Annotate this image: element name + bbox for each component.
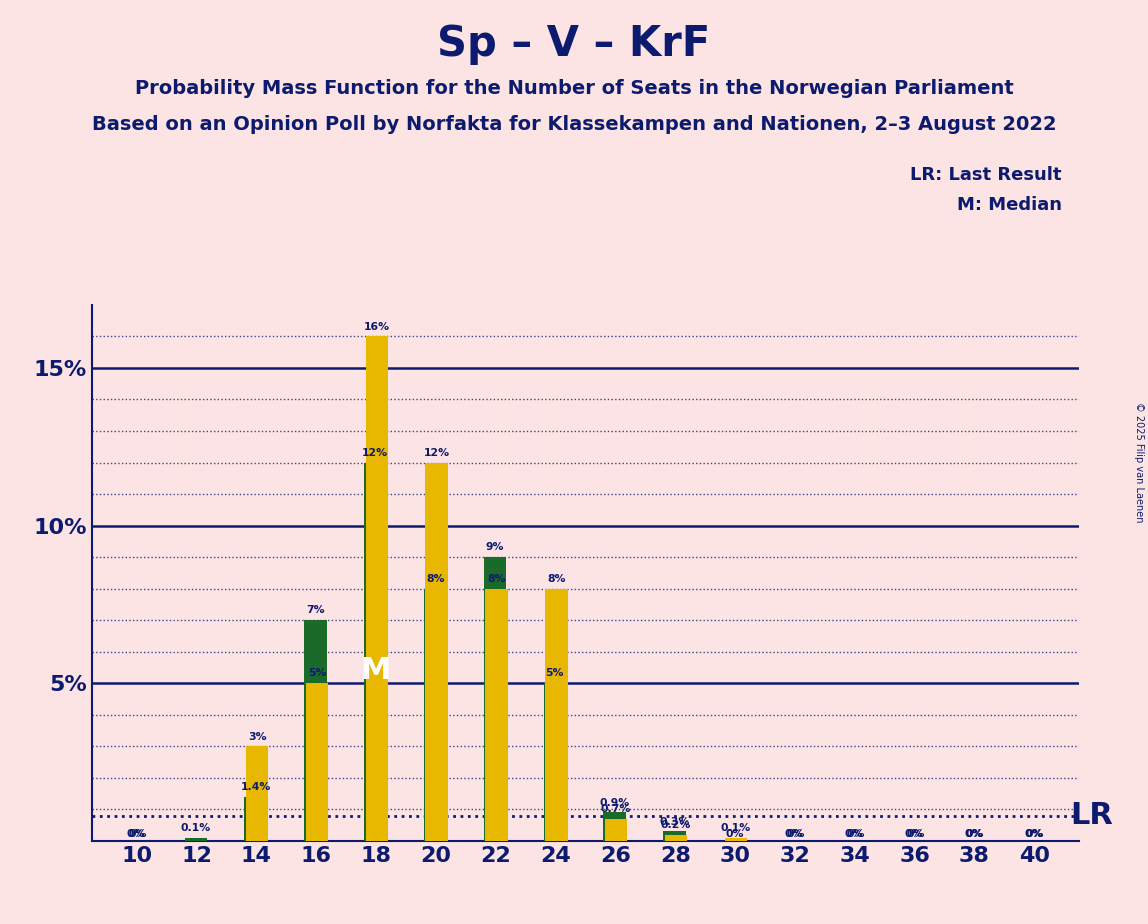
Text: Probability Mass Function for the Number of Seats in the Norwegian Parliament: Probability Mass Function for the Number…: [134, 79, 1014, 98]
Text: 0%: 0%: [785, 829, 804, 839]
Text: Sp – V – KrF: Sp – V – KrF: [437, 23, 711, 65]
Text: 5%: 5%: [545, 668, 564, 678]
Text: LR: LR: [1070, 801, 1114, 830]
Text: 0.7%: 0.7%: [600, 804, 631, 814]
Text: 16%: 16%: [364, 322, 390, 332]
Text: 0.1%: 0.1%: [180, 823, 211, 833]
Text: 8%: 8%: [426, 574, 444, 584]
Text: 8%: 8%: [487, 574, 506, 584]
Text: M: M: [360, 656, 390, 685]
Text: 1.4%: 1.4%: [240, 782, 271, 792]
Bar: [605, 819, 627, 841]
Text: 12%: 12%: [363, 448, 388, 457]
Bar: [664, 832, 685, 841]
Text: 0%: 0%: [905, 829, 923, 839]
Text: 9%: 9%: [486, 542, 504, 553]
Bar: [424, 589, 447, 841]
Text: 0%: 0%: [965, 829, 984, 839]
Text: 0%: 0%: [964, 829, 983, 839]
Text: © 2025 Filip van Laenen: © 2025 Filip van Laenen: [1134, 402, 1143, 522]
Text: 12%: 12%: [424, 448, 450, 457]
Text: 3%: 3%: [248, 732, 266, 742]
Text: 8%: 8%: [548, 574, 566, 584]
Text: Based on an Opinion Poll by Norfakta for Klassekampen and Nationen, 2–3 August 2: Based on an Opinion Poll by Norfakta for…: [92, 116, 1056, 135]
Bar: [544, 683, 566, 841]
Bar: [426, 463, 448, 841]
Text: 0%: 0%: [726, 829, 744, 839]
Text: 0.2%: 0.2%: [661, 820, 691, 830]
Bar: [724, 838, 747, 841]
Bar: [486, 589, 507, 841]
Text: 0%: 0%: [845, 829, 863, 839]
Text: 0.9%: 0.9%: [599, 797, 630, 808]
Text: 0%: 0%: [129, 829, 147, 839]
Text: 0%: 0%: [786, 829, 805, 839]
Bar: [245, 796, 266, 841]
Bar: [604, 812, 626, 841]
Bar: [545, 589, 567, 841]
Bar: [483, 557, 506, 841]
Text: LR: Last Result: LR: Last Result: [910, 166, 1062, 184]
Bar: [304, 620, 327, 841]
Text: 7%: 7%: [307, 605, 325, 615]
Text: 0%: 0%: [906, 829, 924, 839]
Bar: [305, 683, 328, 841]
Text: 0%: 0%: [1024, 829, 1042, 839]
Bar: [364, 463, 387, 841]
Bar: [665, 834, 688, 841]
Bar: [246, 747, 269, 841]
Bar: [185, 838, 207, 841]
Text: 0%: 0%: [126, 829, 145, 839]
Bar: [365, 336, 388, 841]
Text: 5%: 5%: [308, 668, 326, 678]
Text: 0.3%: 0.3%: [659, 817, 690, 827]
Text: 0%: 0%: [846, 829, 864, 839]
Text: M: Median: M: Median: [957, 196, 1062, 213]
Text: 0.1%: 0.1%: [721, 823, 751, 833]
Text: 0%: 0%: [1026, 829, 1045, 839]
